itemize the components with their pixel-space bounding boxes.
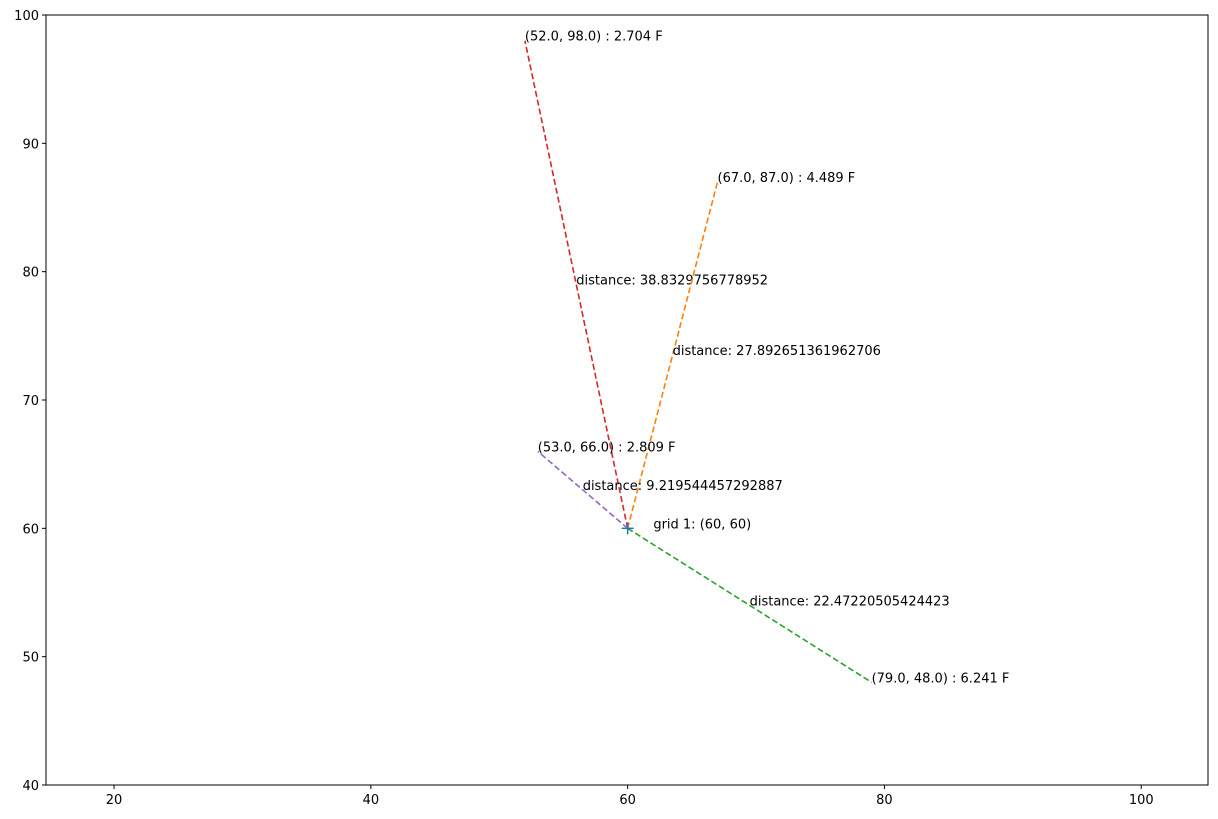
plot-area xyxy=(45,14,1209,786)
center-label: grid 1: (60, 60) xyxy=(653,517,751,532)
y-tick-label: 60 xyxy=(22,522,39,537)
series-line xyxy=(626,181,719,529)
y-tick-label: 40 xyxy=(22,779,39,794)
x-tick-label: 40 xyxy=(363,793,380,808)
y-tick-label: 50 xyxy=(22,651,39,666)
center-marker xyxy=(621,522,634,535)
distance-label: distance: 27.892651361962706 xyxy=(673,344,881,359)
x-tick-label: 100 xyxy=(1129,793,1154,808)
y-tick-label: 70 xyxy=(22,394,39,409)
x-tick-label: 60 xyxy=(619,793,636,808)
distance-label: distance: 22.47220505424423 xyxy=(750,594,950,609)
distance-label: distance: 9.219544457292887 xyxy=(583,479,783,494)
y-tick-label: 100 xyxy=(14,9,39,24)
point-label: (67.0, 87.0) : 4.489 F xyxy=(718,171,856,186)
point-label: (53.0, 66.0) : 2.809 F xyxy=(538,440,676,455)
y-tick-label: 90 xyxy=(22,137,39,152)
series-line xyxy=(627,527,873,684)
series-line xyxy=(537,450,629,529)
x-tick-label: 80 xyxy=(876,793,893,808)
y-tick-label: 80 xyxy=(22,266,39,281)
point-label: (79.0, 48.0) : 6.241 F xyxy=(872,671,1010,686)
point-label: (52.0, 98.0) : 2.704 F xyxy=(525,30,663,45)
distance-label: distance: 38.8329756778952 xyxy=(576,274,768,289)
series-line xyxy=(524,40,629,529)
x-tick-label: 20 xyxy=(106,793,123,808)
